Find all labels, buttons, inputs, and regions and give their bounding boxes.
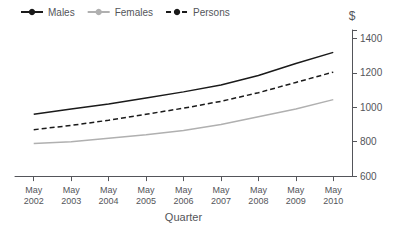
svg-text:2007: 2007	[211, 196, 231, 206]
svg-text:1000: 1000	[360, 102, 383, 113]
svg-text:May: May	[138, 185, 156, 195]
svg-text:1200: 1200	[360, 67, 383, 78]
svg-text:Females: Females	[115, 7, 153, 18]
svg-text:2006: 2006	[173, 196, 193, 206]
svg-text:May: May	[325, 185, 343, 195]
svg-text:May: May	[212, 185, 230, 195]
svg-text:$: $	[349, 9, 356, 23]
svg-text:May: May	[250, 185, 268, 195]
svg-text:2009: 2009	[286, 196, 306, 206]
svg-text:2010: 2010	[323, 196, 343, 206]
svg-text:2008: 2008	[248, 196, 268, 206]
svg-text:May: May	[100, 185, 118, 195]
svg-text:May: May	[25, 185, 43, 195]
svg-text:May: May	[175, 185, 193, 195]
svg-text:1400: 1400	[360, 33, 383, 44]
svg-text:2002: 2002	[24, 196, 44, 206]
svg-text:Males: Males	[48, 7, 75, 18]
svg-text:800: 800	[360, 136, 377, 147]
svg-text:Quarter: Quarter	[165, 211, 203, 223]
svg-text:May: May	[287, 185, 305, 195]
svg-text:Persons: Persons	[193, 7, 230, 18]
svg-text:May: May	[63, 185, 81, 195]
svg-text:2005: 2005	[136, 196, 156, 206]
svg-text:2004: 2004	[99, 196, 119, 206]
svg-text:600: 600	[360, 171, 377, 182]
svg-text:2003: 2003	[61, 196, 81, 206]
